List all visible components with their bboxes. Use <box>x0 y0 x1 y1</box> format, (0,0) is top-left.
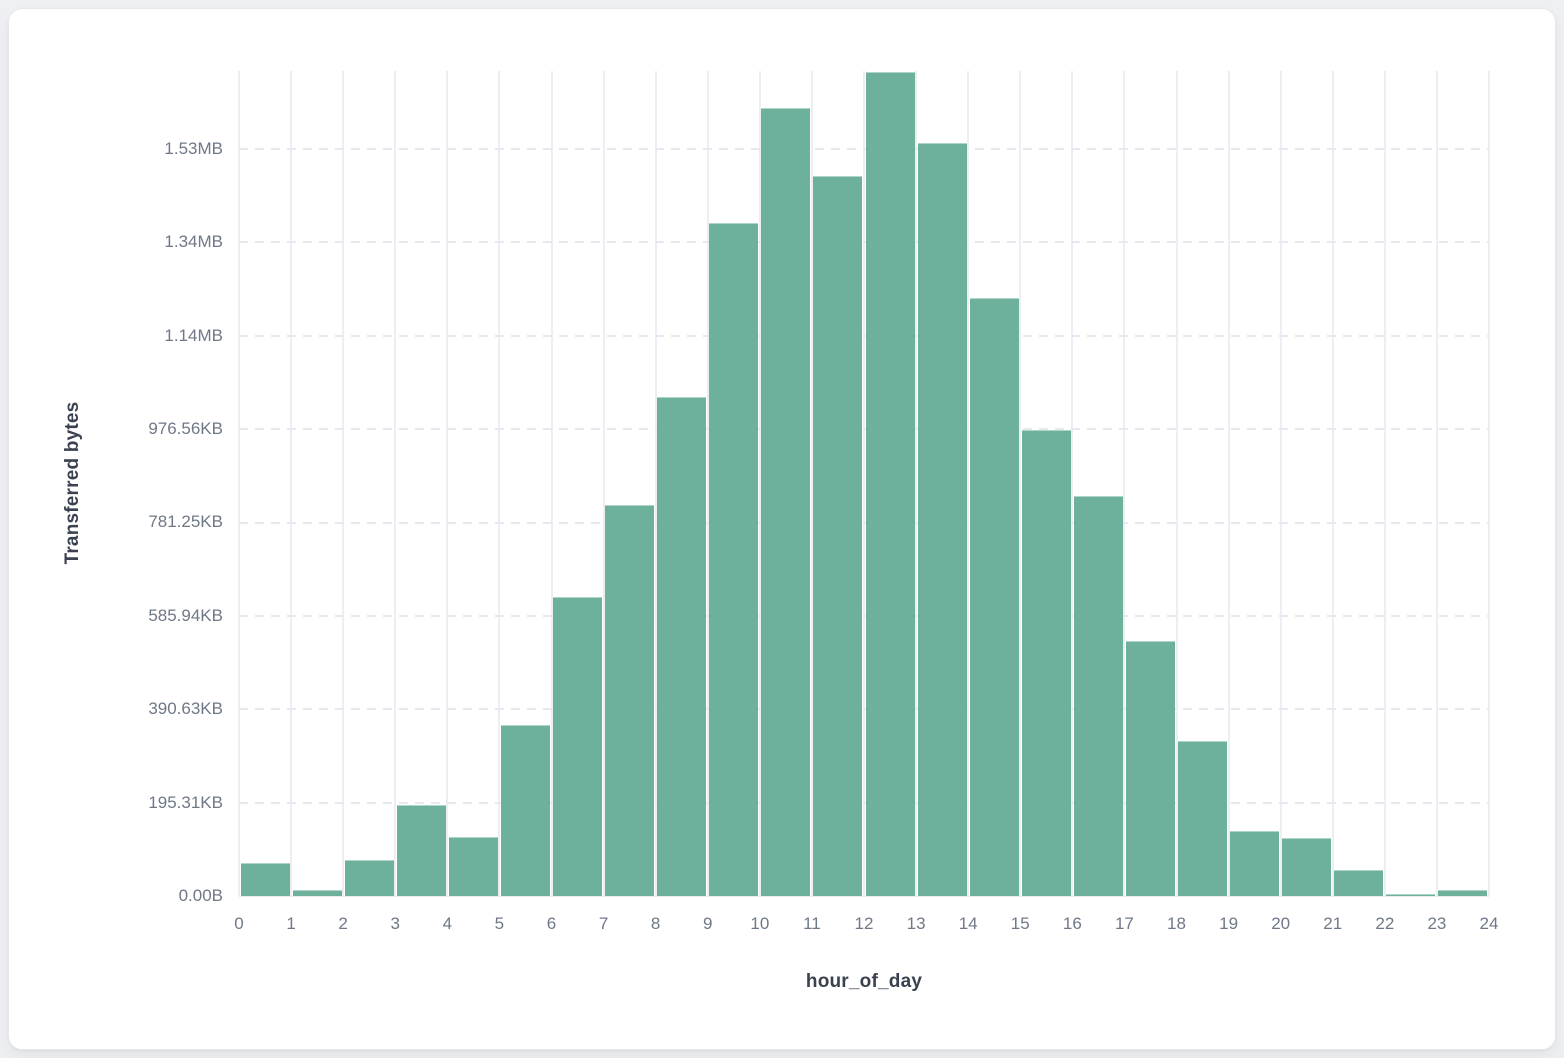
bar-hour-8[interactable] <box>657 397 707 896</box>
bar-hour-5[interactable] <box>500 724 550 896</box>
v-gridline-6 <box>550 71 553 896</box>
bar-hour-19[interactable] <box>1230 831 1280 896</box>
v-gridline-24 <box>1488 71 1490 896</box>
x-tick-label-7: 7 <box>598 914 609 933</box>
x-axis-title: hour_of_day <box>805 971 923 992</box>
bar-hour-1[interactable] <box>292 889 342 896</box>
v-gridline-3 <box>394 71 397 896</box>
x-axis-labels: 0 1 2 3 4 5 6 7 8 9 10 11 12 13 14 15 16 17 18 19 20 21 22 23 24 <box>234 913 1498 937</box>
v-gridline-9 <box>706 71 709 896</box>
v-gridline-19 <box>1227 71 1230 896</box>
bar-hour-12[interactable] <box>865 71 915 896</box>
bar-hour-10[interactable] <box>761 107 811 896</box>
v-gridline-16 <box>1071 71 1074 896</box>
y-tick-label-781.25KB: 781.25KB <box>148 512 223 532</box>
x-tick-label-12: 12 <box>854 914 874 933</box>
v-gridline-23 <box>1435 71 1438 896</box>
bar-hour-2[interactable] <box>344 860 394 896</box>
v-gridline-10 <box>758 71 761 896</box>
plot-area <box>238 71 1490 897</box>
h-gridline-976.56KB <box>239 428 1489 431</box>
bar-hour-11[interactable] <box>813 175 863 896</box>
h-gridline-781.25KB <box>239 521 1489 524</box>
x-tick-label-11: 11 <box>803 914 821 933</box>
v-gridline-13 <box>915 71 918 896</box>
y-axis-title: Transferred bytes <box>62 401 83 565</box>
bar-hour-16[interactable] <box>1073 495 1123 896</box>
y-tick-label-585.94KB: 585.94KB <box>148 605 223 625</box>
y-axis-labels: 0.00B 195.31KB 390.63KB 585.94KB 781.25KB 976… <box>9 71 223 905</box>
bar-hour-0[interactable] <box>240 863 290 896</box>
v-gridline-18 <box>1175 71 1178 896</box>
x-tick-label-24: 24 <box>1479 914 1499 933</box>
v-gridline-1 <box>290 71 293 896</box>
x-tick-label-22: 22 <box>1375 914 1395 933</box>
bar-hour-4[interactable] <box>448 837 498 896</box>
h-gridline-1.53MB <box>239 147 1489 150</box>
bar-hour-9[interactable] <box>709 222 759 896</box>
x-tick-label-19: 19 <box>1219 914 1239 933</box>
v-gridline-2 <box>342 71 345 896</box>
h-gridline-1.34MB <box>239 241 1489 244</box>
bar-hour-17[interactable] <box>1125 640 1175 896</box>
x-axis-line <box>239 896 1489 897</box>
x-tick-label-3: 3 <box>390 914 400 933</box>
y-tick-label-195.31KB: 195.31KB <box>148 792 223 812</box>
bar-hour-13[interactable] <box>917 142 967 896</box>
v-gridline-12 <box>863 71 865 896</box>
v-gridline-14 <box>967 71 970 896</box>
x-tick-label-8: 8 <box>650 914 661 933</box>
v-gridline-20 <box>1279 71 1282 896</box>
bar-hour-23[interactable] <box>1438 889 1488 896</box>
x-tick-label-15: 15 <box>1010 914 1030 933</box>
y-tick-label-1.34MB: 1.34MB <box>164 232 223 252</box>
v-gridline-5 <box>498 71 501 896</box>
bar-hour-3[interactable] <box>396 804 446 896</box>
chart-card: 0.00B 195.31KB 390.63KB 585.94KB 781.25KB 976… <box>8 8 1556 1050</box>
x-tick-label-0: 0 <box>234 914 244 933</box>
x-tick-label-21: 21 <box>1323 914 1343 933</box>
h-gridline-195.31KB <box>239 801 1489 804</box>
y-tick-label-976.56KB: 976.56KB <box>148 419 223 439</box>
x-tick-label-10: 10 <box>750 914 770 933</box>
x-tick-label-23: 23 <box>1427 914 1447 933</box>
v-gridline-7 <box>602 71 605 896</box>
h-gridline-1.14MB <box>239 334 1489 337</box>
y-tick-label-0.00B: 0.00B <box>178 886 223 905</box>
y-tick-label-390.63KB: 390.63KB <box>148 699 223 719</box>
v-gridline-15 <box>1019 71 1022 896</box>
x-tick-label-6: 6 <box>546 914 557 933</box>
x-tick-label-1: 1 <box>286 914 296 933</box>
bar-hour-20[interactable] <box>1282 838 1332 896</box>
x-tick-label-13: 13 <box>906 914 926 933</box>
x-tick-label-17: 17 <box>1114 914 1134 933</box>
v-gridline-0 <box>238 71 240 896</box>
x-tick-label-18: 18 <box>1167 914 1186 933</box>
h-gridline-585.94KB <box>239 614 1489 617</box>
y-tick-label-1.14MB: 1.14MB <box>164 325 223 345</box>
x-tick-label-20: 20 <box>1271 914 1291 933</box>
v-gridline-4 <box>446 71 449 896</box>
bar-hour-22[interactable] <box>1386 894 1436 896</box>
bar-hour-6[interactable] <box>553 597 603 896</box>
x-tick-label-2: 2 <box>338 914 348 933</box>
bar-hour-15[interactable] <box>1021 430 1071 896</box>
x-tick-label-9: 9 <box>703 914 713 933</box>
y-tick-label-1.53MB: 1.53MB <box>164 138 223 158</box>
v-gridline-17 <box>1123 71 1126 896</box>
x-tick-label-4: 4 <box>442 914 453 933</box>
h-gridline-390.63KB <box>239 708 1489 711</box>
x-tick-label-5: 5 <box>494 914 505 933</box>
bar-hour-7[interactable] <box>605 504 655 896</box>
x-tick-label-16: 16 <box>1062 914 1082 933</box>
v-gridline-22 <box>1383 71 1386 896</box>
bar-hour-18[interactable] <box>1178 741 1228 896</box>
v-gridline-21 <box>1331 71 1334 896</box>
bar-hour-21[interactable] <box>1334 870 1384 896</box>
x-tick-label-14: 14 <box>958 914 978 933</box>
v-gridline-8 <box>654 71 657 896</box>
bar-hour-14[interactable] <box>969 297 1019 896</box>
v-gridline-11 <box>810 71 813 896</box>
